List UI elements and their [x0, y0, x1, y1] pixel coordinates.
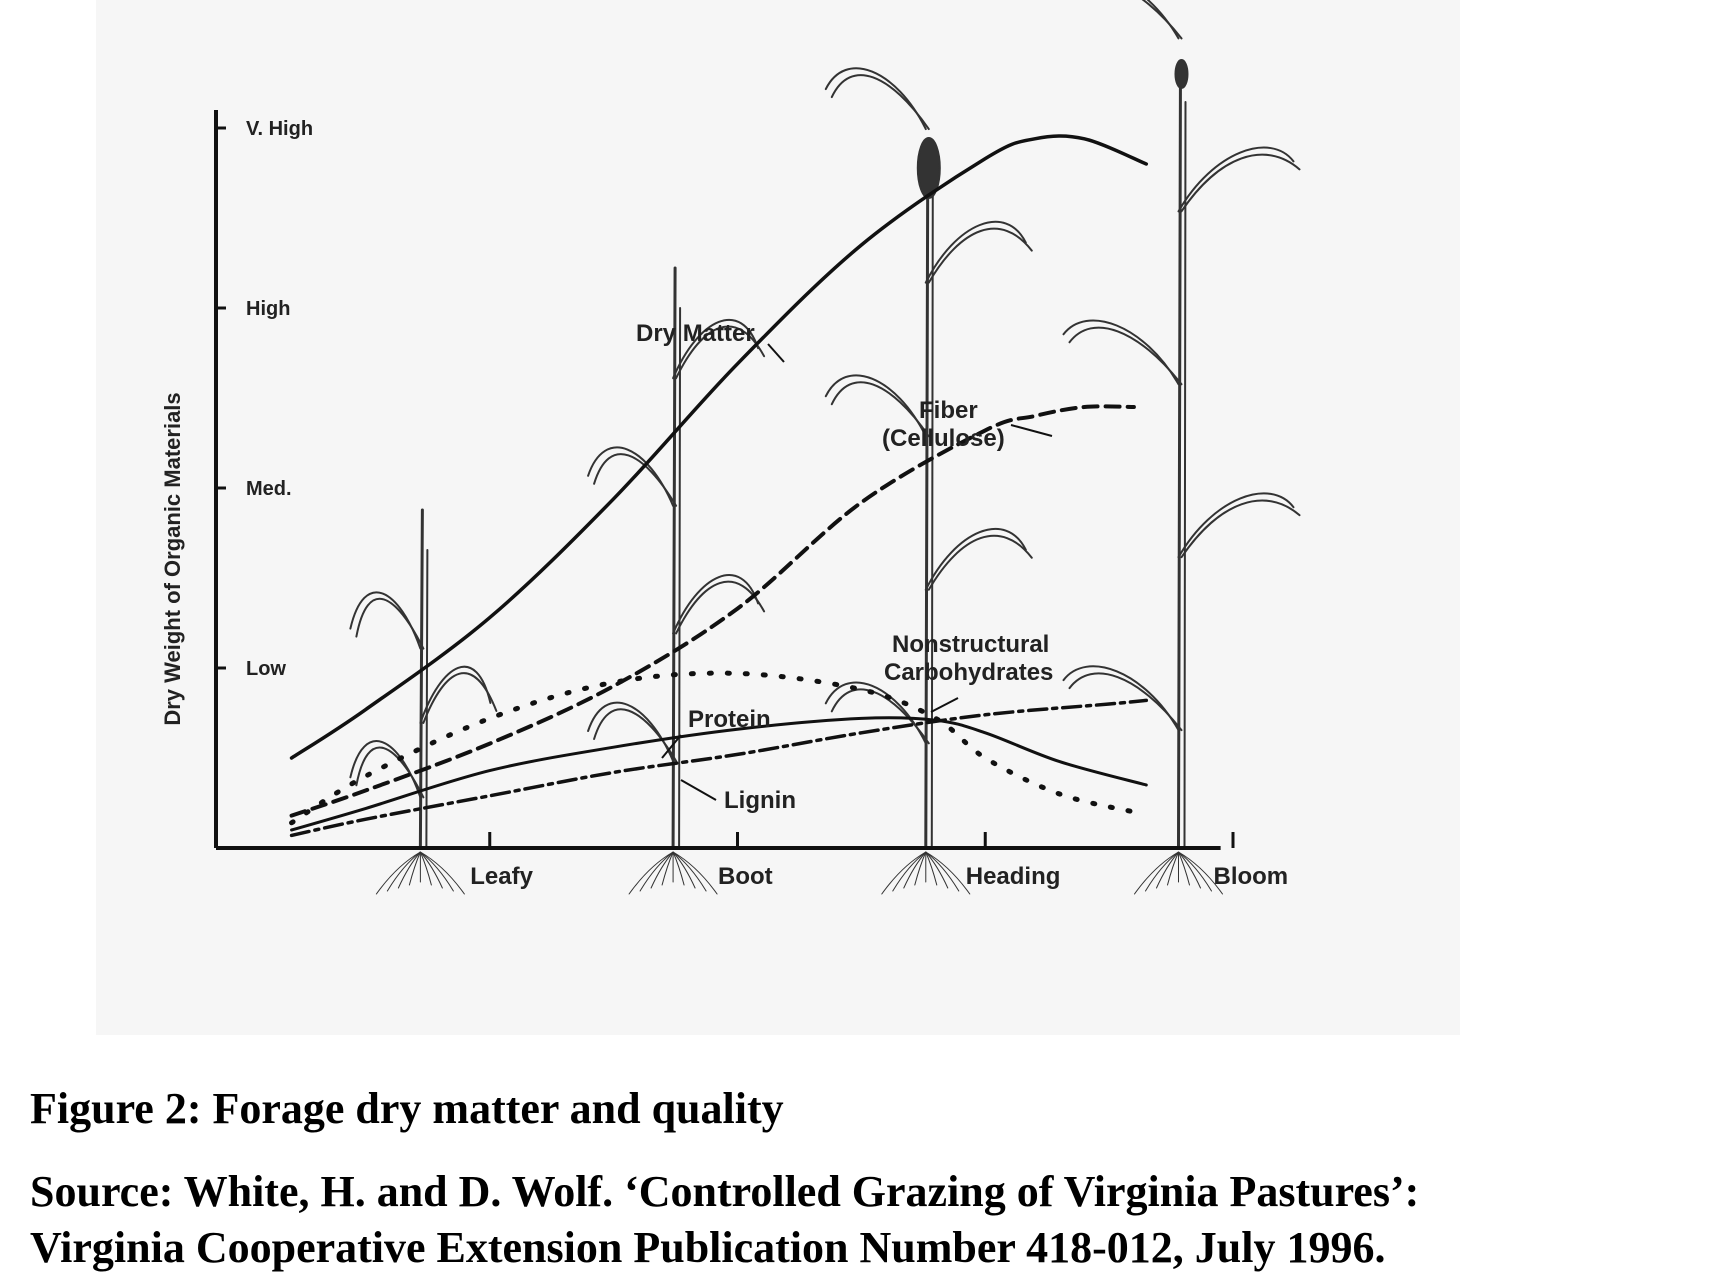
y-axis-label: Dry Weight of Organic Materials	[160, 392, 185, 725]
x-tick-label-boot: Boot	[718, 863, 773, 890]
plant-boot	[587, 266, 766, 895]
annotation-drymatter: Dry Matter	[636, 320, 755, 347]
x-tick-label-bloom: Bloom	[1213, 863, 1288, 890]
source-citation-line-1: Source: White, H. and D. Wolf. ‘Controll…	[30, 1167, 1420, 1216]
series-line-nonstructural-carbohydrates	[289, 670, 1137, 826]
series-line-fiber-cellulose	[289, 404, 1136, 818]
figure-caption: Figure 2: Forage dry matter and quality	[30, 1084, 784, 1133]
x-tick-label-leafy: Leafy	[470, 863, 533, 890]
grass-plant-illustrations	[349, 0, 1301, 895]
annotation-nonstructural: Nonstructural	[892, 631, 1049, 658]
x-tick-label-heading: Heading	[966, 863, 1061, 890]
plant-bloom	[1062, 0, 1301, 895]
annotation-carbohydrates: Carbohydrates	[884, 659, 1053, 686]
y-tick-label-vhigh: V. High	[246, 118, 313, 140]
annotation-leader-line	[661, 734, 682, 759]
y-tick-label-low: Low	[246, 658, 286, 680]
source-citation-line-2: Virginia Cooperative Extension Publicati…	[30, 1223, 1386, 1272]
annotation-leader-line	[1010, 424, 1053, 437]
annotation-fiber: Fiber	[919, 397, 978, 424]
figure-panel: Low Med. High V. High Dry Weight of Organic …	[96, 0, 1460, 1035]
y-tick-label-high: High	[246, 298, 290, 320]
plant-leafy	[349, 508, 498, 895]
series-line-lignin	[289, 698, 1149, 838]
forage-chart: Low Med. High V. High Dry Weight of Organic …	[160, 0, 1301, 895]
annotation-cellulose: (Cellulose)	[882, 425, 1005, 452]
y-tick-label-med: Med.	[246, 478, 292, 500]
annotation-lignin: Lignin	[724, 787, 796, 814]
annotation-leader-line	[930, 697, 959, 713]
annotation-leader-line	[767, 343, 785, 363]
plant-heading	[824, 67, 1033, 895]
series-line-dry-matter	[289, 134, 1149, 760]
annotation-protein: Protein	[688, 706, 771, 733]
series-line-protein	[290, 716, 1148, 832]
annotation-leader-line	[680, 779, 717, 801]
